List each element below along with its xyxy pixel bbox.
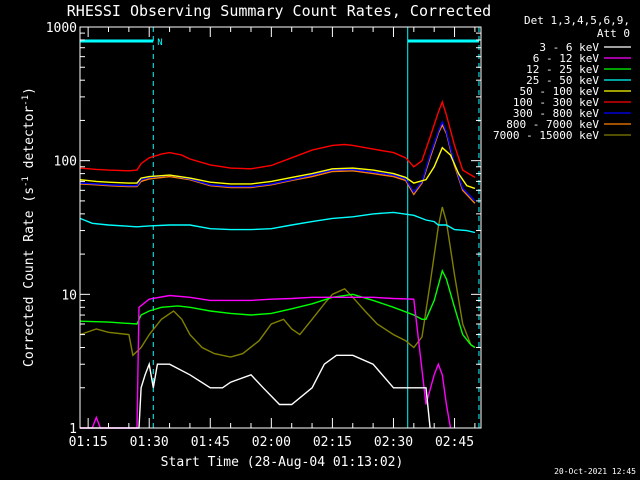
x-tick-label: 01:15: [69, 435, 108, 450]
legend-header-line-2: Att 0: [597, 27, 630, 40]
y-axis: 1 10 100 1000: [46, 21, 481, 437]
series-line: [79, 123, 476, 204]
y-axis-label: Corrected Count Rate (s-1 detector-1): [21, 87, 37, 367]
y-label-part-a: Corrected Count Rate (s: [22, 187, 37, 367]
x-tick-label: 02:15: [313, 435, 352, 450]
x-tick-label: 01:30: [130, 435, 169, 450]
x-tick-label: 02:45: [435, 435, 474, 450]
series-line: [79, 99, 476, 179]
footer-timestamp: 20-Oct-2021 12:45: [554, 467, 636, 476]
legend-label: 6 - 12 keV: [533, 52, 600, 65]
observing-flags: N: [80, 38, 479, 48]
y-tick-label: 100: [54, 155, 77, 170]
y-tick-label: 1: [69, 422, 77, 437]
x-tick-label: 01:45: [191, 435, 230, 450]
series-line: [79, 211, 476, 234]
y-tick-label: 1000: [46, 21, 77, 36]
y-label-part-c: detector: [22, 106, 37, 177]
legend-label: 300 - 800 keV: [513, 107, 599, 120]
series-line: [80, 294, 452, 429]
series-line: [79, 206, 476, 358]
legend-label: 100 - 300 keV: [513, 96, 599, 109]
series-line: [79, 268, 476, 349]
legend-label: 25 - 50 keV: [526, 74, 599, 87]
y-tick-label: 10: [61, 288, 77, 303]
plot-frame: [79, 26, 482, 429]
chart-title: RHESSI Observing Summary Count Rates, Co…: [67, 2, 491, 20]
legend-label: 50 - 100 keV: [520, 85, 600, 98]
plot-area: N: [79, 26, 482, 429]
legend-label: 800 - 7000 keV: [506, 118, 599, 131]
x-axis: 01:15 01:30 01:45 02:00 02:15 02:30 02:45: [69, 27, 476, 450]
x-tick-label: 02:30: [374, 435, 413, 450]
y-label-part-e: ): [22, 87, 37, 95]
flag-label: N: [157, 38, 162, 48]
y-label-exp-2: -1: [21, 95, 31, 106]
legend-header-line-1: Det 1,3,4,5,6,9,: [524, 14, 630, 27]
series-line: [79, 120, 476, 202]
series-line: [79, 146, 476, 190]
series-group: [79, 99, 476, 429]
x-tick-label: 02:00: [252, 435, 291, 450]
legend-label: 12 - 25 keV: [526, 63, 599, 76]
legend-label: 7000 - 15000 keV: [493, 129, 599, 142]
x-axis-label: Start Time (28-Aug-04 01:13:02): [161, 455, 404, 470]
y-label-exp-1: -1: [21, 176, 31, 187]
series-line: [80, 354, 431, 429]
legend-label: 3 - 6 keV: [539, 41, 599, 54]
